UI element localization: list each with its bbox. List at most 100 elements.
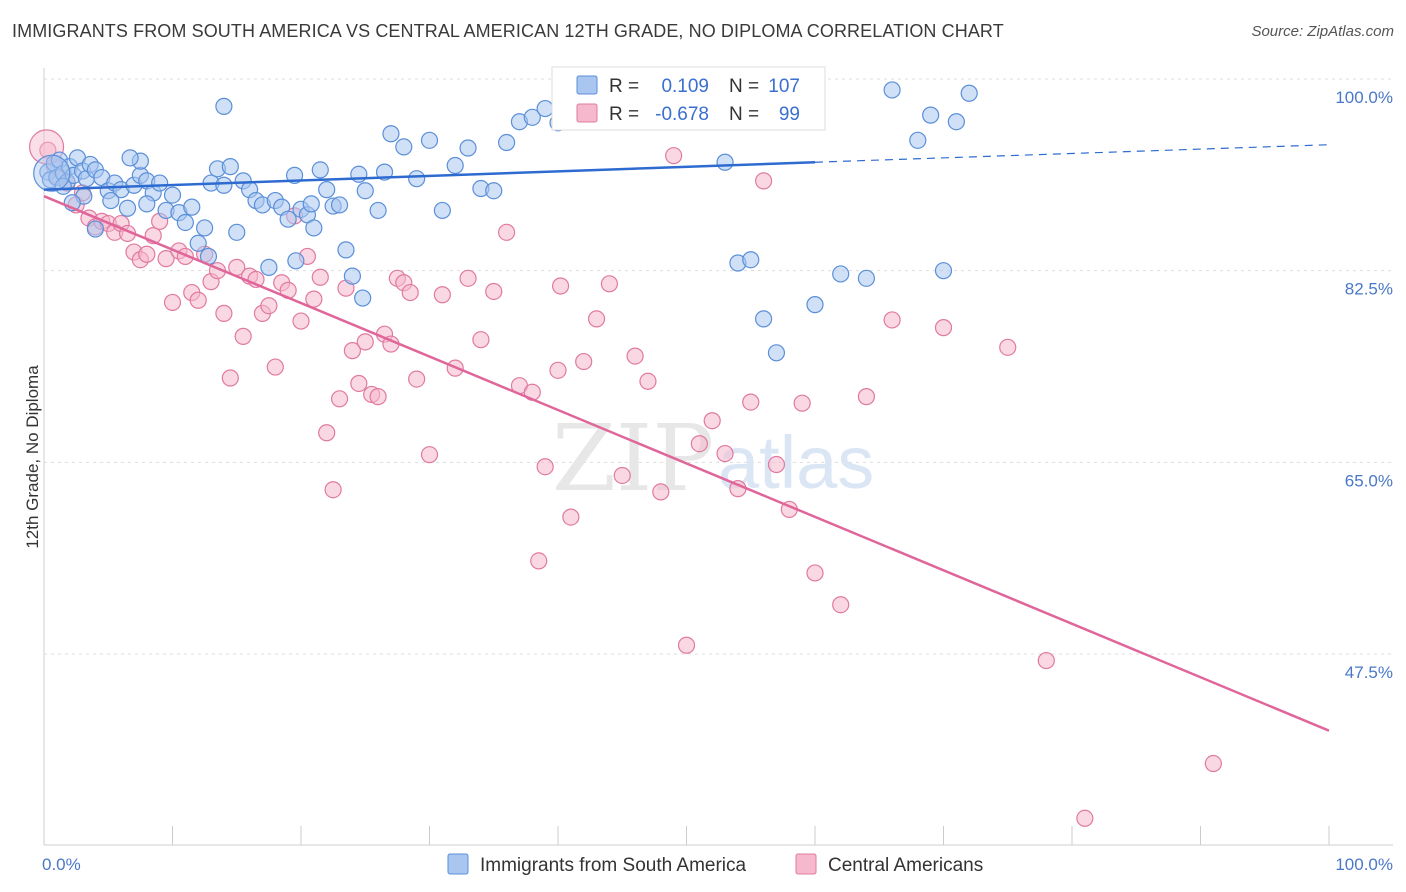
- south-america-point-18: [118, 199, 137, 217]
- south-america-trend-line-extension: [814, 144, 1330, 163]
- central-americans-point-86: [767, 455, 786, 474]
- central-americans-point-79: [677, 636, 696, 654]
- south-america-point-58: [382, 125, 400, 143]
- central-americans-point-69: [549, 361, 567, 379]
- south-america-point-92: [883, 81, 901, 99]
- south-america-point-101: [102, 191, 120, 210]
- central-americans-point-47: [343, 342, 361, 360]
- central-americans-point-94: [999, 338, 1017, 356]
- south-america-trend-line: [43, 160, 816, 191]
- central-americans-point-89: [806, 564, 824, 582]
- bottom-legend-swatch-blue: [447, 853, 469, 875]
- bottom-legend-label-blue: Immigrants from South America: [480, 855, 747, 876]
- stats-legend-n-label-pink: N =: [729, 104, 759, 125]
- south-america-point-55: [356, 182, 374, 200]
- central-americans-point-97: [1204, 754, 1222, 773]
- central-americans-point-70: [562, 508, 580, 526]
- y-axis-tick-labels: 100.0% 82.5% 65.0% 47.5%: [1335, 88, 1393, 682]
- south-america-point-40: [260, 258, 278, 276]
- stats-legend-r-value-blue: 0.109: [661, 76, 709, 97]
- x-tick-label-max: 100.0%: [1335, 855, 1393, 874]
- south-america-point-29: [189, 234, 207, 252]
- central-americans-point-71: [575, 352, 593, 371]
- south-america-point-27: [176, 213, 194, 232]
- central-americans-point-62: [472, 331, 490, 349]
- stats-legend-n-label-blue: N =: [729, 76, 759, 97]
- y-tick-label-1: 82.5%: [1345, 280, 1393, 299]
- central-americans-point-18: [157, 250, 175, 268]
- central-americans-point-63: [485, 282, 503, 301]
- south-america-point-49: [318, 181, 336, 199]
- central-americans-point-15: [138, 245, 156, 263]
- south-america-point-62: [433, 201, 451, 220]
- central-americans-point-98: [551, 277, 570, 295]
- south-america-point-97: [934, 262, 953, 280]
- central-americans-point-85: [754, 172, 773, 190]
- central-americans-point-42: [311, 268, 329, 286]
- central-americans-point-45: [330, 390, 349, 408]
- y-tick-label-2: 65.0%: [1345, 471, 1393, 490]
- south-america-point-95: [960, 84, 978, 102]
- central-americans-point-95: [1037, 651, 1055, 670]
- central-americans-point-80: [690, 435, 708, 453]
- south-america-point-43: [279, 210, 297, 228]
- central-americans-point-30: [234, 327, 252, 345]
- south-america-point-51: [330, 196, 349, 214]
- stats-legend-r-label-blue: R =: [609, 76, 639, 97]
- chart-source: Source: ZipAtlas.com: [1251, 23, 1394, 40]
- central-americans-point-28: [221, 369, 239, 387]
- south-america-point-63: [446, 156, 464, 175]
- central-americans-point-56: [401, 283, 419, 302]
- central-americans-point-27: [215, 304, 233, 322]
- central-americans-point-43: [318, 424, 336, 442]
- south-america-point-70: [536, 99, 554, 118]
- south-america-point-84: [716, 153, 734, 171]
- south-america-point-87: [754, 310, 773, 328]
- south-america-point-61: [420, 131, 439, 149]
- stats-legend: R = 0.109 N = 107 R = -0.678 N = 99: [551, 66, 826, 131]
- stats-legend-n-value-blue: 107: [768, 76, 800, 97]
- central-americans-point-81: [703, 412, 721, 430]
- y-tick-label-0: 100.0%: [1335, 88, 1393, 107]
- central-americans-point-61: [459, 269, 477, 287]
- y-axis-title: 12th Grade, No Diploma: [23, 365, 42, 549]
- central-americans-point-75: [626, 347, 644, 365]
- south-america-point-56: [369, 201, 387, 220]
- south-america-point-66: [485, 182, 503, 200]
- central-americans-point-96: [1076, 809, 1094, 827]
- south-america-point-28: [183, 198, 201, 216]
- south-america-point-67: [498, 133, 516, 152]
- bottom-legend-swatch-pink: [795, 853, 817, 875]
- central-americans-point-74: [613, 466, 631, 485]
- central-americans-point-76: [639, 372, 657, 390]
- central-americans-point-19: [163, 293, 182, 312]
- south-america-point-108: [287, 252, 305, 270]
- south-america-point-69: [523, 108, 541, 126]
- south-america-point-100: [138, 195, 156, 213]
- south-america-points: [33, 67, 978, 362]
- central-americans-point-48: [350, 374, 368, 393]
- south-america-point-60: [408, 170, 426, 188]
- south-america-point-94: [947, 113, 965, 131]
- south-america-point-59: [395, 138, 413, 156]
- central-americans-point-68: [536, 458, 554, 476]
- central-americans-point-82: [716, 444, 734, 463]
- stats-legend-r-value-pink: -0.678: [655, 104, 709, 125]
- south-america-point-64: [459, 139, 477, 157]
- south-america-point-90: [832, 265, 850, 283]
- central-americans-point-73: [600, 275, 619, 293]
- central-americans-point-90: [832, 596, 850, 614]
- central-americans-point-57: [408, 370, 426, 388]
- central-americans-point-77: [652, 483, 670, 501]
- south-america-point-47: [305, 219, 323, 237]
- south-america-point-53: [343, 267, 361, 285]
- central-americans-point-58: [420, 446, 439, 464]
- south-america-point-48: [311, 161, 329, 179]
- central-americans-point-34: [260, 297, 278, 315]
- bottom-legend: Immigrants from South America Central Am…: [447, 853, 983, 876]
- south-america-point-102: [86, 220, 105, 238]
- stats-legend-n-value-pink: 99: [779, 104, 800, 125]
- stats-legend-r-label-pink: R =: [609, 104, 639, 125]
- central-americans-point-84: [742, 393, 760, 411]
- south-america-point-106: [121, 149, 139, 167]
